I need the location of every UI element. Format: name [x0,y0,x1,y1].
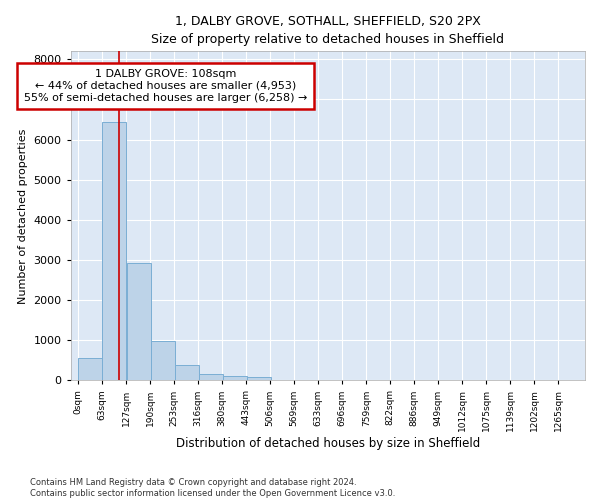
X-axis label: Distribution of detached houses by size in Sheffield: Distribution of detached houses by size … [176,437,480,450]
Title: 1, DALBY GROVE, SOTHALL, SHEFFIELD, S20 2PX
Size of property relative to detache: 1, DALBY GROVE, SOTHALL, SHEFFIELD, S20 … [151,15,504,46]
Y-axis label: Number of detached properties: Number of detached properties [18,128,28,304]
Bar [102,122,126,380]
Text: 1 DALBY GROVE: 108sqm
← 44% of detached houses are smaller (4,953)
55% of semi-d: 1 DALBY GROVE: 108sqm ← 44% of detached … [24,70,308,102]
Bar [78,358,102,380]
Bar [223,376,247,380]
Text: Contains HM Land Registry data © Crown copyright and database right 2024.
Contai: Contains HM Land Registry data © Crown c… [30,478,395,498]
Bar [127,262,151,380]
Bar [199,374,223,380]
Bar [151,342,175,380]
Bar [247,378,271,380]
Bar [175,365,199,380]
